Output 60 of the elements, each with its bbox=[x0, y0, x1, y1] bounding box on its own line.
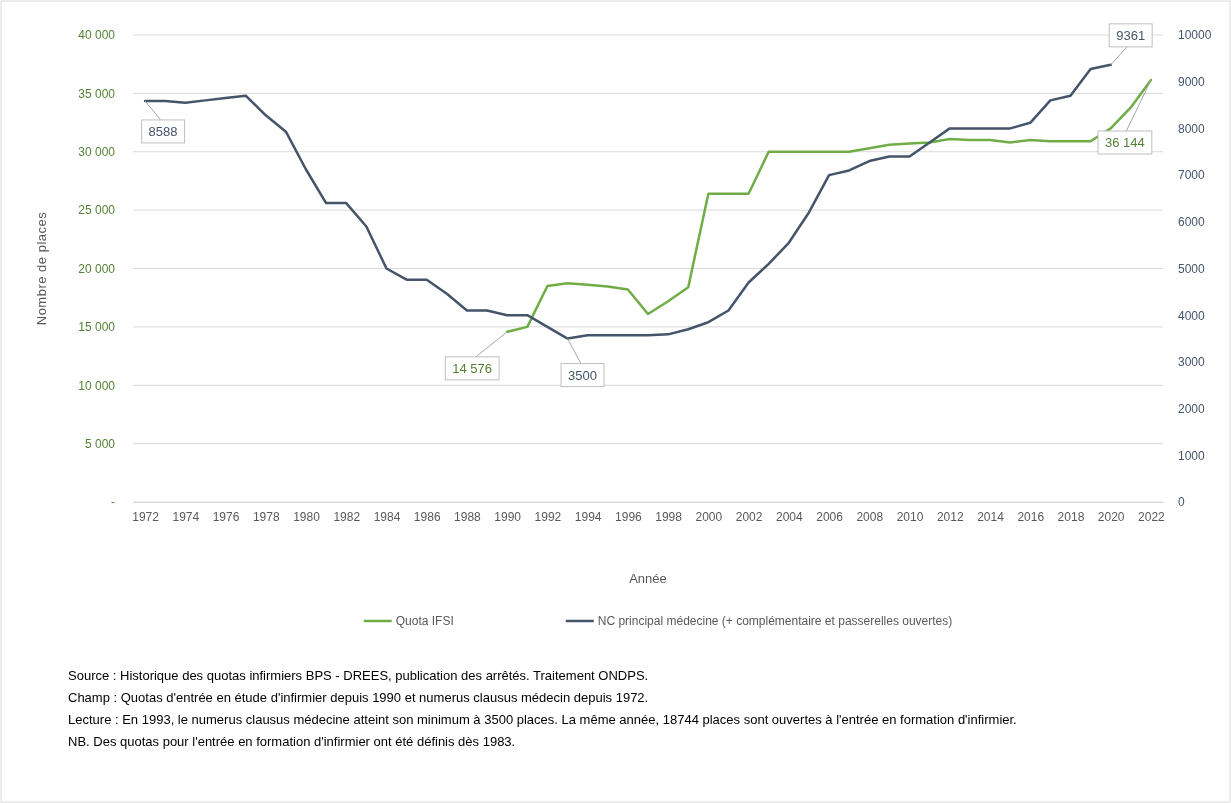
x-tick-label: 1972 bbox=[132, 509, 160, 524]
x-tick-label: 1976 bbox=[212, 509, 240, 524]
x-tick-label: 2020 bbox=[1097, 509, 1125, 524]
y2-tick-label: 6000 bbox=[1178, 215, 1206, 230]
x-tick-label: 1974 bbox=[172, 509, 200, 524]
y-tick-label: 20 000 bbox=[78, 261, 116, 276]
data-label: 3500 bbox=[568, 367, 597, 383]
y2-tick-label: 7000 bbox=[1178, 168, 1206, 183]
x-tick-label: 2000 bbox=[695, 509, 723, 524]
x-tick-label: 2014 bbox=[977, 509, 1005, 524]
x-tick-label: 2022 bbox=[1138, 509, 1166, 524]
x-tick-label: 1982 bbox=[333, 509, 361, 524]
text: Champ : Quotas d'entrée en étude d'infirmier depuis 1990 et numerus clausus médecin depuis 1972. bbox=[68, 690, 649, 705]
data-label: 36 144 bbox=[1105, 135, 1145, 151]
y-tick-label: - bbox=[111, 495, 115, 510]
x-tick-label: 1990 bbox=[494, 509, 522, 524]
line-series bbox=[505, 78, 1153, 334]
data-label: 14 576 bbox=[452, 360, 493, 376]
x-tick-label: 1998 bbox=[655, 509, 683, 524]
y-tick-label: 35 000 bbox=[78, 86, 116, 101]
legend-label: NC principal médecine (+ complémentaire et passerelles ouvertes) bbox=[597, 614, 953, 628]
x-tick-label: 1984 bbox=[373, 509, 401, 524]
y-tick-label: 10 000 bbox=[78, 378, 116, 393]
x-tick-label: 1986 bbox=[413, 509, 441, 524]
x-tick-label: 1978 bbox=[252, 509, 280, 524]
y-tick-label: 5 000 bbox=[84, 436, 116, 451]
x-tick-label: 1992 bbox=[534, 509, 562, 524]
x-tick-label: 2008 bbox=[856, 509, 884, 524]
y-axis-title: Nombre de places bbox=[34, 211, 49, 326]
y2-tick-label: 8000 bbox=[1178, 121, 1206, 136]
y2-tick-label: 0 bbox=[1178, 495, 1185, 510]
y2-tick-label: 1000 bbox=[1178, 448, 1206, 463]
x-tick-label: 2018 bbox=[1057, 509, 1085, 524]
text: NB. Des quotas pour l'entrée en formation d'infirmier ont été définis dès 1983. bbox=[68, 734, 516, 749]
y2-tick-label: 9000 bbox=[1178, 75, 1206, 90]
x-tick-label: 1988 bbox=[454, 509, 482, 524]
x-tick-label: 1994 bbox=[574, 509, 602, 524]
x-tick-label: 2004 bbox=[775, 509, 803, 524]
y2-tick-label: 3000 bbox=[1178, 355, 1206, 370]
x-tick-label: 1996 bbox=[615, 509, 643, 524]
x-tick-label: 2012 bbox=[936, 509, 964, 524]
y-tick-label: 15 000 bbox=[78, 320, 116, 335]
y2-tick-label: 4000 bbox=[1178, 308, 1206, 323]
y2-tick-label: 5000 bbox=[1178, 261, 1206, 276]
y2-tick-label: 2000 bbox=[1178, 401, 1206, 416]
x-tick-label: 1980 bbox=[293, 509, 321, 524]
x-tick-label: 2006 bbox=[816, 509, 844, 524]
x-axis-title: Année bbox=[629, 571, 667, 586]
text: Lecture : En 1993, le numerus clausus médecine atteint son minimum à 3500 places. La même année, 18744 places sont ouvertes à l'entrée en formation d'infirmier. bbox=[68, 712, 1017, 727]
y2-tick-label: 10000 bbox=[1178, 28, 1212, 43]
x-tick-label: 2016 bbox=[1017, 509, 1045, 524]
legend-label: Quota IFSI bbox=[395, 614, 454, 628]
data-label: 9361 bbox=[1116, 27, 1146, 43]
data-label: 8588 bbox=[148, 123, 178, 139]
y-tick-label: 30 000 bbox=[78, 145, 116, 160]
x-tick-label: 2010 bbox=[896, 509, 924, 524]
y-tick-label: 40 000 bbox=[78, 28, 116, 43]
x-tick-label: 2002 bbox=[735, 509, 763, 524]
source-note: Source : Historique des quotas infirmiers BPS - DREES, publication des arrêtés. Traitement ONDPS. bbox=[68, 668, 649, 683]
y-tick-label: 25 000 bbox=[78, 203, 116, 218]
